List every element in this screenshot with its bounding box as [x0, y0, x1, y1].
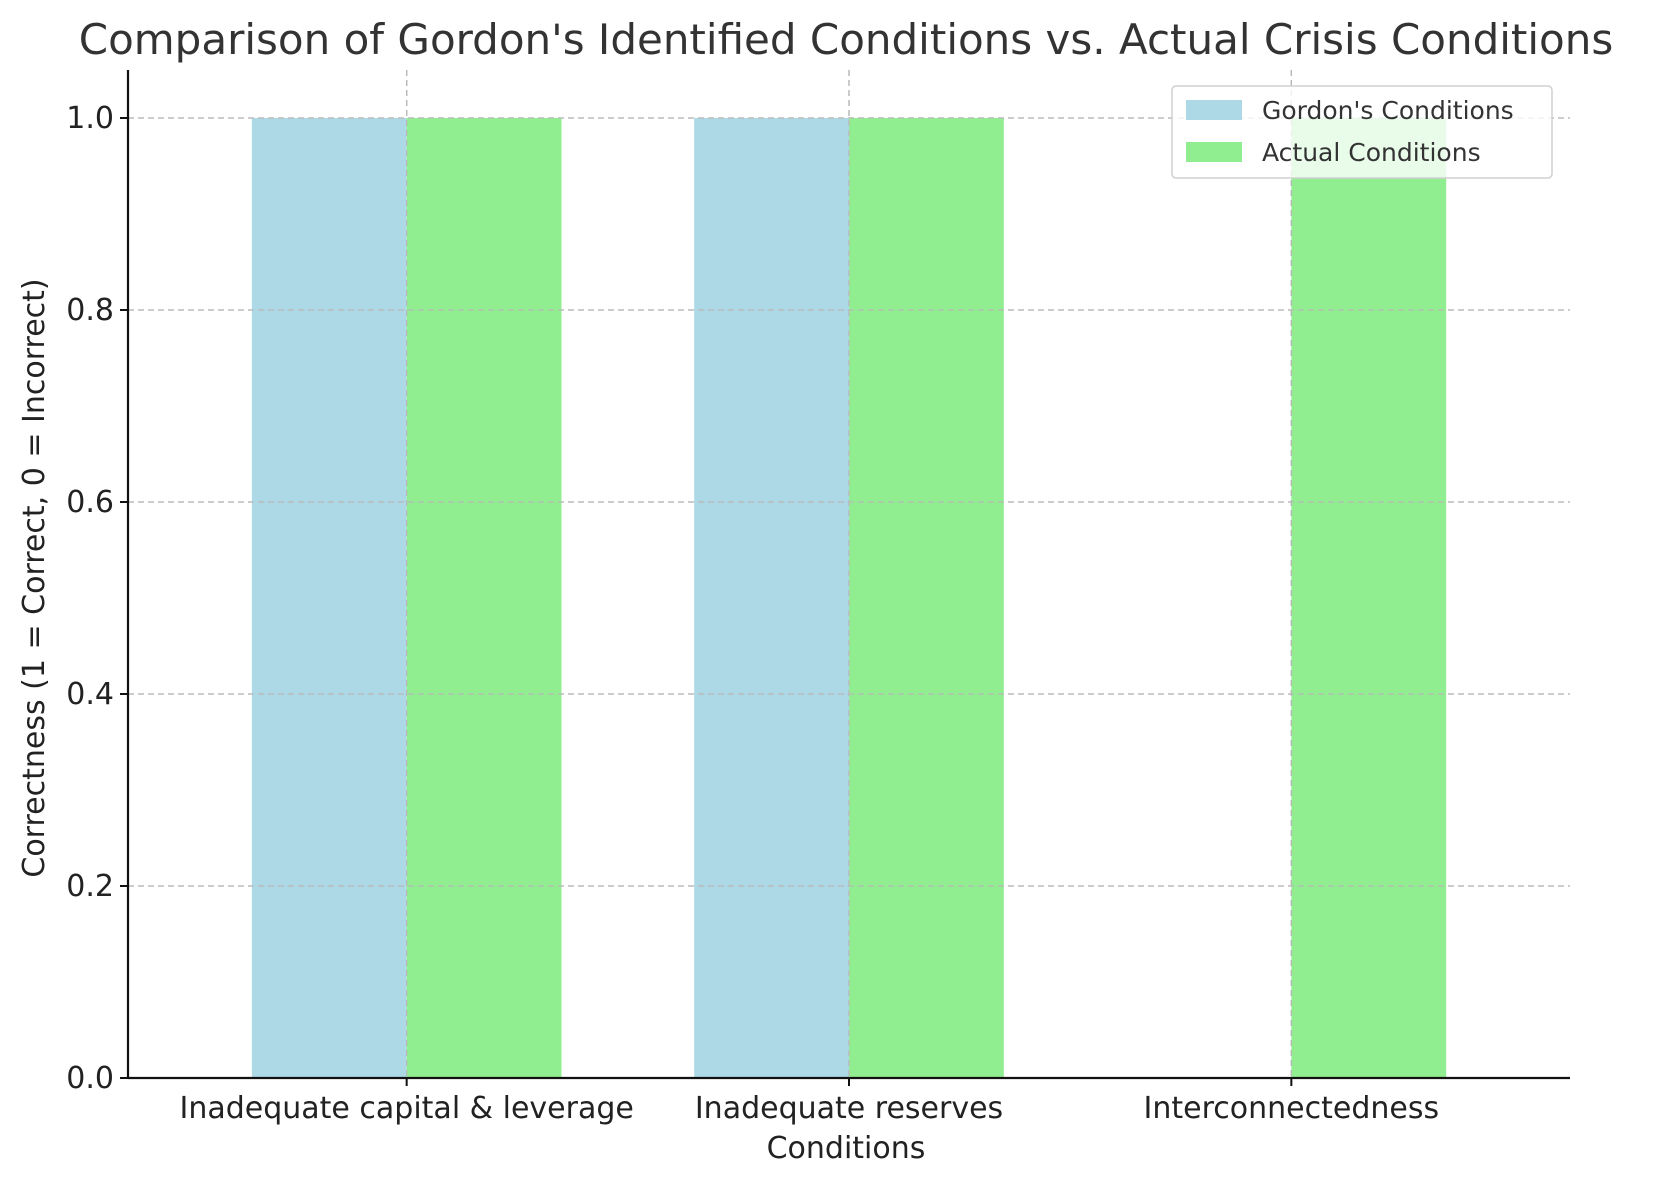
legend-entry: Actual Conditions	[1262, 138, 1481, 167]
y-tick-label: 0.4	[66, 677, 114, 712]
y-tick-label: 0.6	[66, 485, 114, 520]
x-tick-label: Inadequate capital & leverage	[179, 1091, 633, 1126]
y-tick-label: 0.2	[66, 869, 114, 904]
legend-entry: Gordon's Conditions	[1262, 96, 1514, 125]
legend: Gordon's Conditions Actual Conditions	[1171, 85, 1553, 179]
y-tick-label: 0.0	[66, 1061, 114, 1096]
y-axis-ticks: 0.0 0.2 0.4 0.6 0.8 1.0	[66, 101, 128, 1096]
bars	[128, 70, 1570, 1079]
chart-title: Comparison of Gordon's Identified Condit…	[79, 15, 1614, 64]
legend-swatch	[1186, 100, 1242, 120]
bar-actual-2	[1291, 118, 1447, 1078]
x-tick-label: Interconnectedness	[1144, 1091, 1440, 1126]
bar-actual-0	[406, 118, 562, 1078]
legend-swatch	[1186, 142, 1242, 162]
y-tick-label: 1.0	[66, 101, 114, 136]
bar-gordons-0	[251, 118, 407, 1078]
x-axis-ticks: Inadequate capital & leverage Inadequate …	[179, 1078, 1439, 1126]
y-tick-label: 0.8	[66, 293, 114, 328]
y-axis-label: Correctness (1 = Correct, 0 = Incorrect)	[17, 278, 52, 877]
bar-actual-1	[849, 118, 1004, 1078]
x-axis-label: Conditions	[767, 1131, 926, 1166]
bar-gordons-1	[694, 118, 849, 1078]
legend-box	[1171, 85, 1553, 179]
x-tick-label: Inadequate reserves	[695, 1091, 1003, 1126]
